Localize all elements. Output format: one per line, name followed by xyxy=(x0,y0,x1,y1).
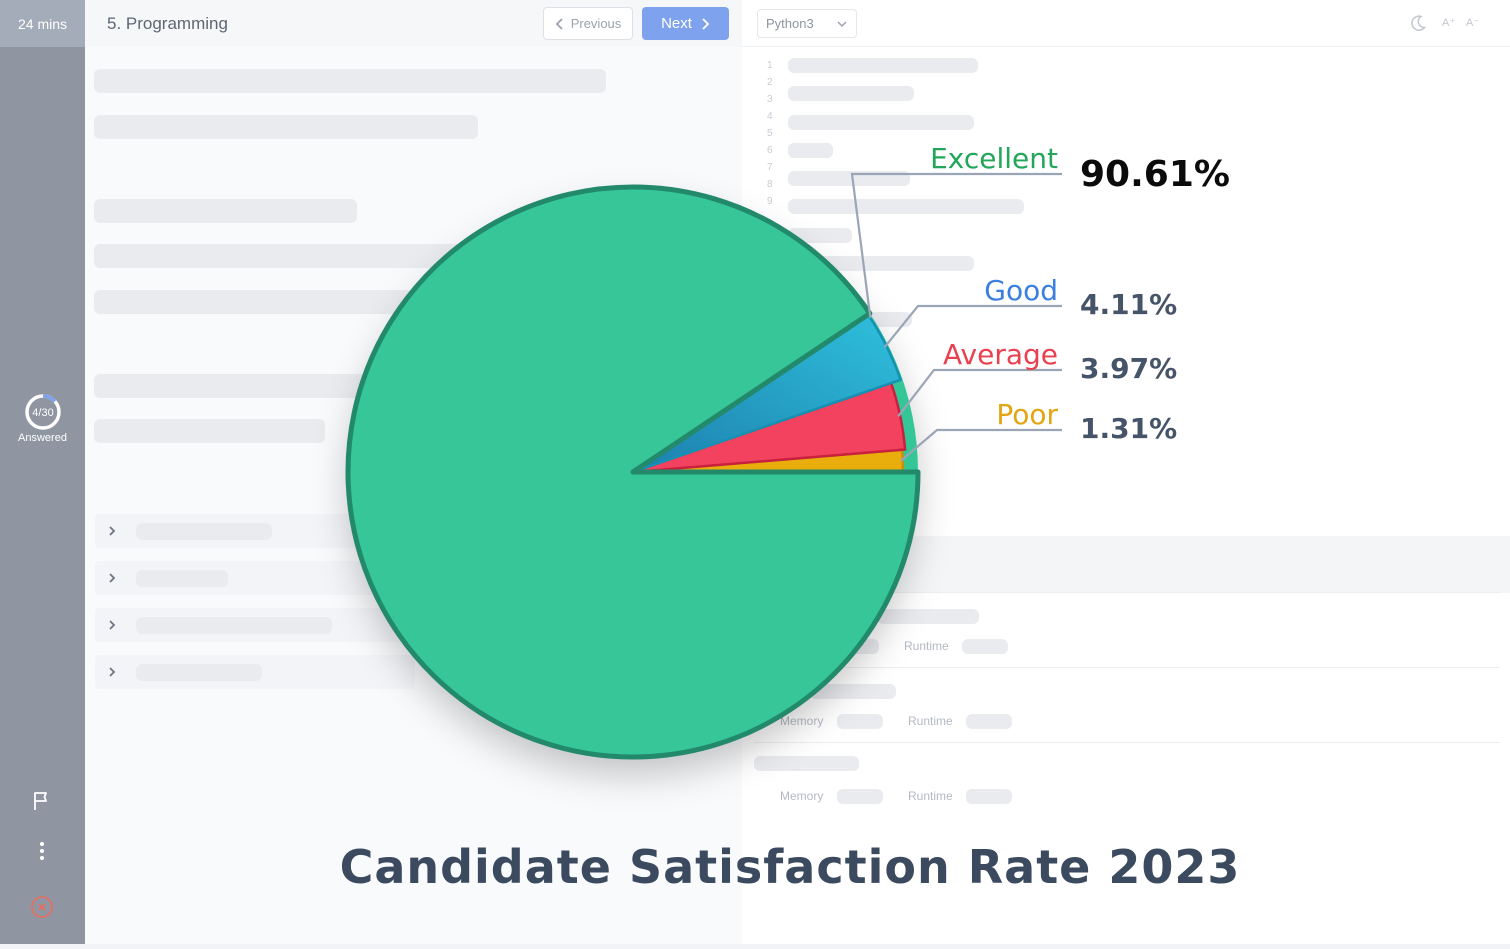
moon-icon[interactable] xyxy=(1409,14,1427,32)
line-number: 7 xyxy=(767,162,773,173)
previous-label: Previous xyxy=(570,16,622,31)
left-rail: 24 mins 4/30 Answered xyxy=(0,0,85,944)
line-number: 5 xyxy=(767,128,773,139)
result-skeleton xyxy=(837,714,883,729)
editor-header: Python3 A⁺ A⁻ xyxy=(742,0,1510,47)
next-label: Next xyxy=(661,15,692,32)
runtime-label: Runtime xyxy=(908,714,953,728)
result-skeleton xyxy=(837,789,883,804)
result-skeleton xyxy=(962,639,1008,654)
leader-line-good xyxy=(883,304,1062,348)
data-label-good: 4.11% xyxy=(1080,288,1177,321)
font-increase-button[interactable]: A⁺ xyxy=(1442,17,1456,29)
memory-label: Memory xyxy=(780,789,824,803)
progress-caption: Answered xyxy=(18,432,67,444)
chevron-right-icon xyxy=(109,573,116,583)
accordion-row[interactable] xyxy=(95,608,415,642)
divider xyxy=(754,742,1500,743)
chevron-down-icon xyxy=(837,21,847,28)
legend-label-average: Average xyxy=(943,338,1058,371)
accordion-row[interactable] xyxy=(95,655,415,689)
question-title: 5. Programming xyxy=(107,14,228,33)
line-number: 4 xyxy=(767,111,773,122)
legend-label-excellent: Excellent xyxy=(930,142,1058,175)
data-label-poor: 1.31% xyxy=(1080,412,1177,445)
line-number: 9 xyxy=(767,196,773,207)
line-number: 1 xyxy=(767,60,773,71)
progress-indicator: 4/30 Answered xyxy=(0,393,85,444)
progress-ring-fill xyxy=(24,394,61,430)
chevron-left-icon xyxy=(555,17,563,30)
result-skeleton xyxy=(754,756,859,771)
divider xyxy=(754,667,1500,668)
language-select[interactable]: Python3 xyxy=(757,9,857,38)
chart-title: Candidate Satisfaction Rate 2023 xyxy=(339,840,1241,894)
result-skeleton xyxy=(877,609,979,624)
flag-icon[interactable] xyxy=(30,789,54,813)
language-value: Python3 xyxy=(766,16,814,31)
close-circle-icon[interactable] xyxy=(30,895,54,919)
line-number: 2 xyxy=(767,77,773,88)
timer: 24 mins xyxy=(0,0,85,47)
data-label-excellent: 90.61% xyxy=(1080,154,1230,195)
chevron-right-icon xyxy=(109,526,116,536)
leader-line-excellent xyxy=(850,172,1062,319)
code-skeleton xyxy=(788,143,833,158)
question-header: 5. Programming Previous Next xyxy=(85,0,742,47)
chevron-right-icon xyxy=(109,620,116,630)
code-skeleton xyxy=(788,115,974,130)
pie-slice-excellent xyxy=(345,184,921,760)
progress-text: 4/30 xyxy=(32,407,53,419)
skeleton-line xyxy=(136,523,272,540)
result-skeleton xyxy=(810,684,896,699)
data-label-average: 3.97% xyxy=(1080,352,1177,385)
leader-line-poor xyxy=(900,428,1062,462)
skeleton-line xyxy=(136,570,228,587)
next-button[interactable]: Next xyxy=(642,7,729,40)
result-skeleton xyxy=(966,789,1012,804)
runtime-label: Runtime xyxy=(908,789,953,803)
more-vertical-icon[interactable] xyxy=(30,839,54,863)
code-skeleton xyxy=(788,199,1024,214)
legend-label-poor: Poor xyxy=(996,398,1058,431)
chevron-right-icon xyxy=(109,667,116,677)
skeleton-line xyxy=(136,664,262,681)
previous-button[interactable]: Previous xyxy=(543,7,633,40)
result-skeleton xyxy=(966,714,1012,729)
skeleton-line xyxy=(94,199,357,223)
runtime-label: Runtime xyxy=(904,639,949,653)
line-number: 8 xyxy=(767,179,773,190)
chevron-right-icon xyxy=(702,17,710,30)
code-skeleton xyxy=(788,228,852,243)
skeleton-line xyxy=(94,115,478,139)
leader-line-average xyxy=(897,368,1062,417)
skeleton-line xyxy=(94,69,606,93)
skeleton-line xyxy=(136,617,332,634)
legend-label-good: Good xyxy=(984,274,1058,307)
divider xyxy=(754,592,1500,593)
progress-ring: 4/30 xyxy=(24,394,61,430)
line-number: 3 xyxy=(767,94,773,105)
memory-label: Memory xyxy=(780,714,824,728)
line-number: 6 xyxy=(767,145,773,156)
code-skeleton xyxy=(788,58,978,73)
skeleton-line xyxy=(94,419,325,443)
code-skeleton xyxy=(788,86,914,101)
font-decrease-button[interactable]: A⁻ xyxy=(1466,17,1480,29)
